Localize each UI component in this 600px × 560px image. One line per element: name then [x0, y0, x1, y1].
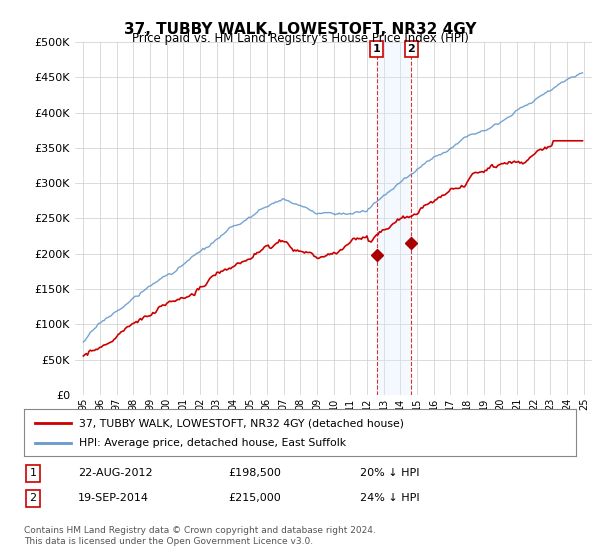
- Text: 19-SEP-2014: 19-SEP-2014: [78, 493, 149, 503]
- Text: £198,500: £198,500: [228, 468, 281, 478]
- Text: 20% ↓ HPI: 20% ↓ HPI: [360, 468, 419, 478]
- Text: 24% ↓ HPI: 24% ↓ HPI: [360, 493, 419, 503]
- Text: 37, TUBBY WALK, LOWESTOFT, NR32 4GY (detached house): 37, TUBBY WALK, LOWESTOFT, NR32 4GY (det…: [79, 418, 404, 428]
- Text: 2: 2: [29, 493, 37, 503]
- Text: 37, TUBBY WALK, LOWESTOFT, NR32 4GY: 37, TUBBY WALK, LOWESTOFT, NR32 4GY: [124, 22, 476, 38]
- Text: Price paid vs. HM Land Registry's House Price Index (HPI): Price paid vs. HM Land Registry's House …: [131, 32, 469, 45]
- Text: 22-AUG-2012: 22-AUG-2012: [78, 468, 152, 478]
- Text: HPI: Average price, detached house, East Suffolk: HPI: Average price, detached house, East…: [79, 438, 346, 448]
- Text: 1: 1: [29, 468, 37, 478]
- Text: 2: 2: [407, 44, 415, 54]
- Text: 1: 1: [373, 44, 380, 54]
- Text: £215,000: £215,000: [228, 493, 281, 503]
- Bar: [377, 42, 412, 395]
- Text: Contains HM Land Registry data © Crown copyright and database right 2024.
This d: Contains HM Land Registry data © Crown c…: [24, 526, 376, 546]
